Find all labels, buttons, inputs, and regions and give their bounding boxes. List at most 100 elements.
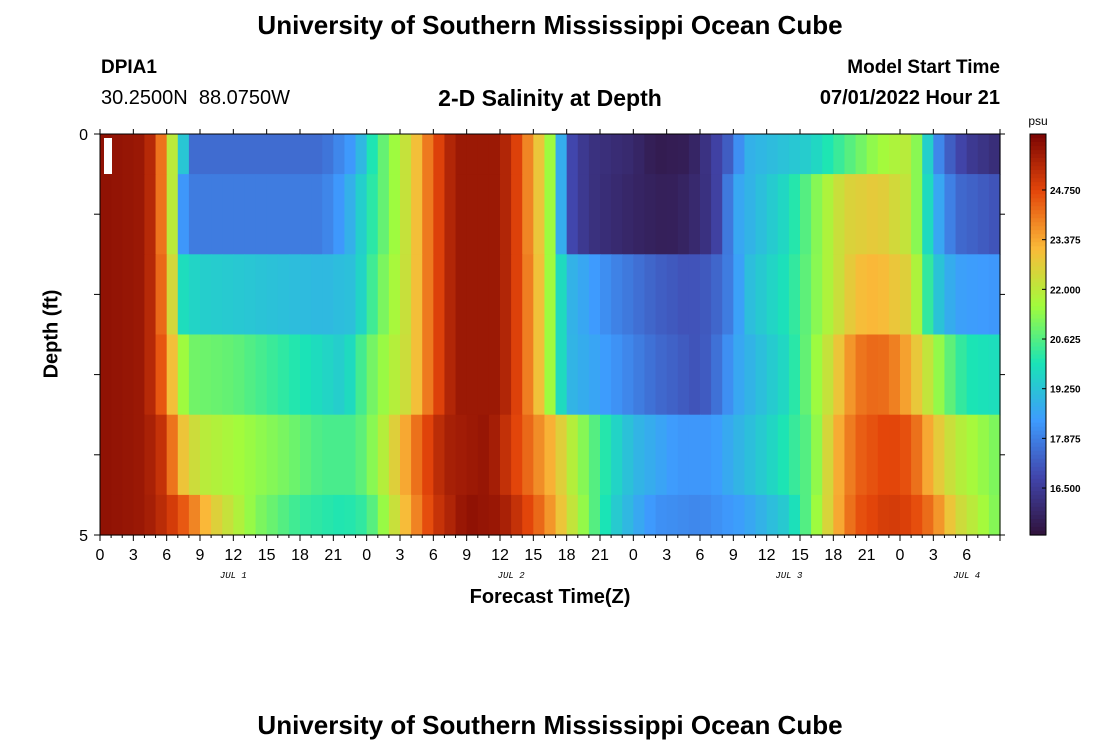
heatmap-cell bbox=[455, 414, 468, 496]
heatmap-cell bbox=[633, 174, 646, 255]
colorbar-segment bbox=[1030, 306, 1046, 312]
heatmap-cell bbox=[988, 494, 1001, 536]
heatmap-cell bbox=[344, 414, 357, 496]
heatmap-cell bbox=[666, 134, 679, 175]
model-start-label: Model Start Time bbox=[847, 57, 1000, 78]
heatmap-cell bbox=[511, 174, 523, 255]
heatmap-cell bbox=[822, 174, 834, 255]
colorbar-segment bbox=[1030, 350, 1046, 356]
heatmap-cell bbox=[100, 254, 112, 336]
heatmap-cell bbox=[700, 254, 712, 336]
heatmap-cell bbox=[222, 254, 234, 336]
heatmap-cell bbox=[666, 174, 679, 255]
heatmap-cell bbox=[877, 174, 890, 255]
heatmap-cell bbox=[144, 334, 157, 416]
y-tick-label: 0 bbox=[79, 127, 88, 144]
heatmap-cell bbox=[700, 414, 712, 496]
x-tick-label: 12 bbox=[224, 547, 242, 564]
heatmap-cell bbox=[400, 494, 412, 536]
heatmap-cell bbox=[755, 134, 768, 175]
heatmap-cell bbox=[555, 334, 568, 416]
heatmap-cell bbox=[677, 414, 690, 496]
colorbar-segment bbox=[1030, 222, 1046, 227]
colorbar-segment bbox=[1030, 438, 1046, 444]
heatmap-cell bbox=[133, 494, 146, 536]
x-tick-label: 15 bbox=[258, 547, 276, 564]
heatmap-cell bbox=[655, 414, 668, 496]
heatmap-cell bbox=[655, 174, 668, 255]
heatmap-cell bbox=[800, 174, 812, 255]
colorbar-segment bbox=[1030, 234, 1046, 239]
heatmap-cell bbox=[655, 334, 668, 416]
heatmap-cell bbox=[244, 414, 257, 496]
heatmap-cell bbox=[155, 334, 168, 416]
colorbar-segment bbox=[1030, 358, 1046, 364]
heatmap-cell bbox=[422, 494, 434, 536]
heatmap-cell bbox=[377, 494, 390, 536]
heatmap-cell bbox=[433, 494, 446, 536]
heatmap-cell bbox=[922, 414, 934, 496]
heatmap-cell bbox=[111, 494, 123, 536]
colorbar-segment bbox=[1030, 242, 1046, 247]
heatmap-cell bbox=[144, 134, 157, 175]
heatmap-cell bbox=[977, 174, 990, 255]
heatmap-cell bbox=[733, 414, 746, 496]
heatmap-cell bbox=[833, 414, 846, 496]
heatmap-cell bbox=[777, 134, 790, 175]
heatmap-cell bbox=[688, 414, 701, 496]
footer-title: University of Southern Mississippi Ocean… bbox=[257, 710, 843, 740]
heatmap-cell bbox=[866, 414, 879, 496]
heatmap-cell bbox=[411, 494, 423, 536]
heatmap-cell bbox=[944, 414, 957, 496]
heatmap-cell bbox=[522, 174, 534, 255]
heatmap-cell bbox=[966, 134, 979, 175]
heatmap-cell bbox=[733, 494, 746, 536]
heatmap-cell bbox=[700, 134, 712, 175]
colorbar-segment bbox=[1030, 158, 1046, 163]
heatmap-cell bbox=[722, 174, 734, 255]
x-tick-label: 9 bbox=[196, 547, 205, 564]
day-labels: JUL 1 JUL 2 JUL 3 JUL 4 bbox=[220, 571, 980, 581]
heatmap-cell bbox=[811, 334, 823, 416]
heatmap-cell bbox=[677, 494, 690, 536]
heatmap-cell bbox=[777, 414, 790, 496]
heatmap-cell bbox=[500, 254, 512, 336]
colorbar-segment bbox=[1030, 298, 1046, 304]
heatmap-cell bbox=[366, 494, 379, 536]
heatmap-cell bbox=[933, 334, 946, 416]
heatmap-cell bbox=[111, 414, 123, 496]
heatmap-cell bbox=[822, 334, 834, 416]
heatmap-cell bbox=[211, 134, 223, 175]
colorbar-segment bbox=[1030, 150, 1046, 155]
heatmap-cell bbox=[744, 414, 757, 496]
colorbar-segment bbox=[1030, 282, 1046, 287]
heatmap-cell bbox=[355, 254, 368, 336]
heatmap-cell bbox=[488, 334, 501, 416]
colorbar-segment bbox=[1030, 174, 1046, 179]
colorbar-segment bbox=[1030, 390, 1046, 396]
heatmap-cell bbox=[577, 494, 590, 536]
heatmap-cell bbox=[788, 254, 801, 336]
heatmap-cell bbox=[111, 134, 123, 175]
x-tick-label: 6 bbox=[429, 547, 438, 564]
colorbar-segment bbox=[1030, 514, 1046, 520]
heatmap-cell bbox=[622, 334, 634, 416]
heatmap-cell bbox=[433, 334, 446, 416]
heatmap-cell bbox=[533, 414, 546, 496]
heatmap-cell bbox=[300, 174, 312, 255]
colorbar-segment bbox=[1030, 254, 1046, 259]
heatmap-cell bbox=[744, 494, 757, 536]
heatmap-cell bbox=[444, 334, 457, 416]
colorbar-segment bbox=[1030, 210, 1046, 215]
heatmap-cell bbox=[155, 134, 168, 175]
colorbar-segment bbox=[1030, 154, 1046, 159]
heatmap-cell bbox=[233, 134, 246, 175]
heatmap-cell bbox=[411, 414, 423, 496]
heatmap-cell bbox=[811, 414, 823, 496]
colorbar-segment bbox=[1030, 426, 1046, 432]
heatmap-cell bbox=[811, 494, 823, 536]
colorbar-segment bbox=[1030, 506, 1046, 512]
heatmap-cell bbox=[977, 254, 990, 336]
heatmap-cell bbox=[355, 334, 368, 416]
